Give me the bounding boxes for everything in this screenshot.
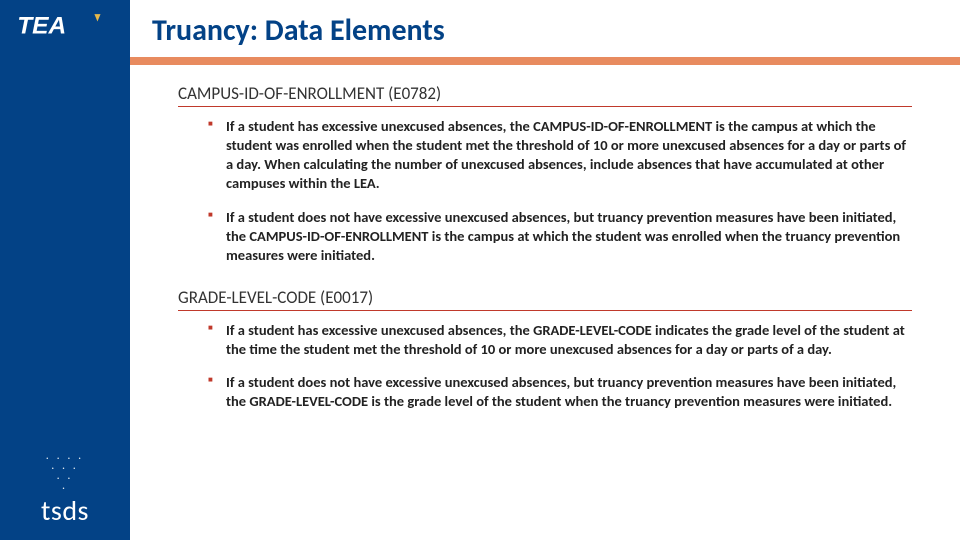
tea-logo-svg: TEA	[16, 10, 114, 44]
main-content: Truancy: Data Elements CAMPUS-ID-OF-ENRO…	[130, 0, 960, 540]
bullet-item: If a student does not have excessive une…	[208, 373, 912, 411]
tea-logo: TEA	[0, 10, 130, 49]
bullet-list-1: If a student has excessive unexcused abs…	[178, 117, 912, 265]
bullet-list-2: If a student has excessive unexcused abs…	[178, 321, 912, 412]
tsds-dots-icon: · · · ·· · ·· ··	[0, 453, 130, 493]
content-area: CAMPUS-ID-OF-ENROLLMENT (E0782) If a stu…	[130, 65, 960, 411]
tsds-word: tsds	[0, 493, 130, 528]
section-heading-2: GRADE-LEVEL-CODE (E0017)	[178, 287, 912, 311]
sidebar: TEA · · · ·· · ·· ·· tsds	[0, 0, 130, 540]
svg-text:TEA: TEA	[17, 13, 66, 40]
slide: TEA · · · ·· · ·· ·· tsds Truancy: Data …	[0, 0, 960, 540]
tsds-logo: · · · ·· · ·· ·· tsds	[0, 453, 130, 528]
slide-title: Truancy: Data Elements	[130, 0, 960, 49]
section-heading-1: CAMPUS-ID-OF-ENROLLMENT (E0782)	[178, 83, 912, 107]
title-underline	[130, 57, 960, 65]
bullet-item: If a student does not have excessive une…	[208, 208, 912, 265]
bullet-item: If a student has excessive unexcused abs…	[208, 321, 912, 359]
bullet-item: If a student has excessive unexcused abs…	[208, 117, 912, 194]
